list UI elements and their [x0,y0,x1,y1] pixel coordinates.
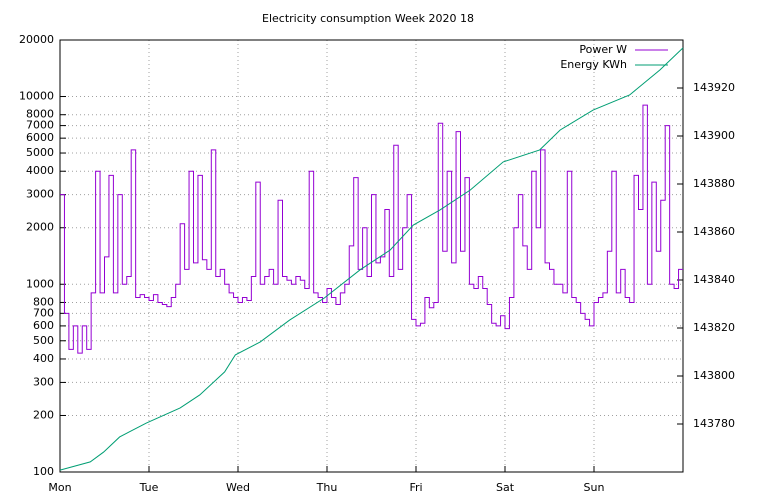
y2-tick-label: 143860 [693,225,735,238]
x-tick-label: Sat [496,481,515,494]
y-tick-label: 600 [33,319,54,332]
x-tick-label: Mon [48,481,71,494]
y-tick-label: 8000 [26,108,54,121]
plot-frame [59,39,684,473]
y-tick-label: 5000 [26,146,54,159]
series-line [60,104,683,354]
legend-label: Power W [579,43,627,56]
x-tick-label: Wed [226,481,250,494]
y2-tick-label: 143900 [693,129,735,142]
y-tick-label: 20000 [19,33,54,46]
y-tick-label: 2000 [26,221,54,234]
x-tick-label: Fri [409,481,422,494]
y2-tick-label: 143880 [693,177,735,190]
legend-label: Energy KWh [560,58,627,71]
series-line [59,47,684,471]
y-tick-label: 100 [33,465,54,478]
y-tick-label: 7000 [26,119,54,132]
y2-tick-label: 143800 [693,369,735,382]
y-tick-label: 300 [33,375,54,388]
y-tick-label: 6000 [26,131,54,144]
y-tick-label: 500 [33,334,54,347]
y-tick-label: 800 [33,295,54,308]
y2-tick-label: 143780 [693,417,735,430]
y2-tick-label: 143820 [693,321,735,334]
y-tick-label: 700 [33,306,54,319]
x-tick-label: Sun [584,481,605,494]
x-tick-label: Thu [316,481,338,494]
chart-title: Electricity consumption Week 2020 18 [262,12,474,25]
y2-tick-label: 143840 [693,273,735,286]
y-tick-label: 10000 [19,90,54,103]
y2-tick-label: 143920 [693,81,735,94]
y-tick-label: 400 [33,352,54,365]
y-tick-label: 4000 [26,164,54,177]
x-tick-label: Tue [139,481,159,494]
y-tick-label: 200 [33,408,54,421]
y-tick-label: 1000 [26,277,54,290]
y-tick-label: 3000 [26,188,54,201]
